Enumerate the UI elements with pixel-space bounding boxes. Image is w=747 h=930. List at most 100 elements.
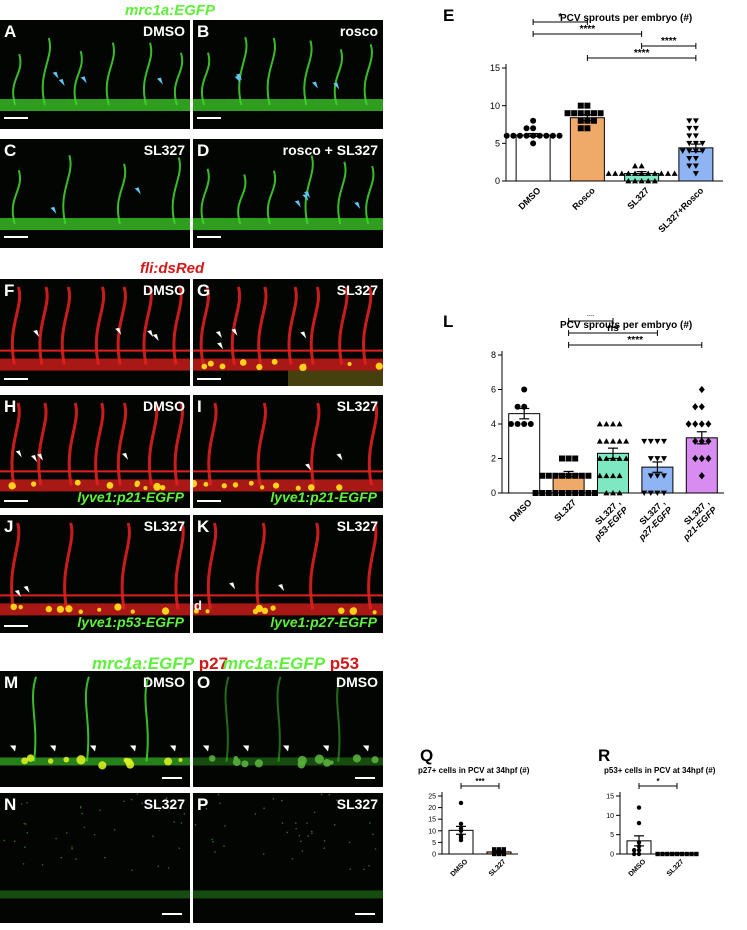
scale-bar bbox=[162, 777, 182, 779]
vessel-band bbox=[193, 757, 383, 766]
data-point bbox=[665, 851, 670, 857]
vessel-drawing bbox=[0, 286, 190, 371]
data-point bbox=[603, 455, 610, 461]
vessel-sprout bbox=[10, 402, 21, 486]
data-point bbox=[698, 454, 705, 463]
data-point bbox=[536, 132, 543, 139]
stained-cell bbox=[314, 754, 324, 764]
vessel-drawing bbox=[193, 676, 383, 769]
arrowhead-marker bbox=[10, 745, 16, 752]
background-speckle bbox=[25, 823, 27, 825]
vessel-sprout bbox=[287, 286, 298, 365]
data-point bbox=[532, 490, 539, 496]
arrowhead-marker bbox=[278, 584, 285, 592]
data-point bbox=[603, 421, 610, 427]
reporter-cell bbox=[349, 607, 357, 615]
reporter-cell bbox=[65, 605, 73, 613]
data-point bbox=[596, 455, 603, 461]
background-speckle bbox=[113, 828, 116, 831]
vessel-sprout bbox=[10, 286, 22, 365]
reporter-cell bbox=[372, 610, 377, 615]
background-speckle bbox=[272, 798, 275, 800]
vessel-sprout bbox=[62, 155, 72, 225]
data-point bbox=[655, 851, 660, 857]
stained-cell bbox=[232, 758, 241, 767]
data-point bbox=[523, 132, 530, 139]
background-speckle bbox=[300, 840, 302, 843]
panel-extra-letter: d bbox=[194, 598, 202, 613]
background-speckle bbox=[205, 807, 208, 810]
arrowhead-marker bbox=[294, 200, 301, 208]
data-point bbox=[654, 438, 661, 445]
data-point bbox=[577, 102, 584, 109]
data-point bbox=[698, 472, 705, 480]
significance-label: **** bbox=[661, 36, 677, 47]
arrowhead-marker bbox=[50, 745, 56, 752]
background-speckle bbox=[81, 812, 84, 815]
background-speckle bbox=[328, 793, 331, 796]
reporter-cell bbox=[97, 607, 102, 612]
vessel-sprout bbox=[199, 286, 210, 365]
background-speckle bbox=[313, 811, 316, 814]
chart-title: p27+ cells in PCV at 34hpf (#) bbox=[418, 766, 530, 775]
vessel-sprout bbox=[10, 522, 21, 610]
x-tick-label: SL327 ,p21-EGFP bbox=[673, 497, 719, 543]
significance-label: *** bbox=[475, 777, 485, 786]
vessel-sprout bbox=[172, 286, 183, 365]
stained-cell bbox=[76, 755, 86, 765]
data-point bbox=[661, 438, 667, 445]
vessel-sprout bbox=[367, 522, 378, 610]
significance-label: * bbox=[558, 12, 562, 23]
micrograph-panel-M: M DMSO bbox=[0, 671, 190, 787]
background-speckle bbox=[71, 847, 73, 850]
background-speckle bbox=[223, 845, 225, 847]
vessel-sprout bbox=[238, 36, 248, 106]
vessel-sprout bbox=[338, 286, 349, 365]
background-speckle bbox=[372, 833, 374, 836]
data-point bbox=[521, 386, 528, 393]
data-point bbox=[651, 170, 658, 176]
reporter-cell bbox=[203, 481, 209, 487]
y-tick-label: 25 bbox=[428, 793, 436, 800]
y-tick-label: 15 bbox=[428, 817, 436, 824]
background-speckle bbox=[167, 867, 170, 869]
x-tick-label: DMSO bbox=[450, 858, 470, 878]
y-tick-label: 5 bbox=[432, 840, 436, 847]
data-point bbox=[616, 455, 623, 461]
background-speckle bbox=[374, 848, 377, 850]
data-point bbox=[686, 163, 693, 169]
micrograph-panel-D: D rosco + SL327 bbox=[193, 139, 383, 248]
vessel-sprout bbox=[200, 52, 211, 106]
data-point bbox=[508, 421, 514, 427]
data-point bbox=[572, 455, 579, 462]
reporter-cell bbox=[201, 363, 208, 370]
background-speckle bbox=[158, 809, 161, 812]
arrowhead-marker bbox=[300, 331, 307, 339]
background-speckle bbox=[26, 801, 28, 804]
background-speckle bbox=[348, 841, 351, 844]
panel-letter: B bbox=[197, 22, 210, 41]
micrograph-panel-F: F DMSO bbox=[0, 279, 190, 386]
vessel-sprout bbox=[144, 676, 150, 762]
micrograph-panel-G: G SL327 bbox=[193, 279, 383, 386]
data-point bbox=[699, 140, 706, 147]
background-speckle bbox=[157, 865, 160, 867]
data-point bbox=[603, 472, 610, 479]
reporter-cell bbox=[10, 603, 17, 611]
arrowhead-marker bbox=[170, 745, 176, 752]
data-point bbox=[549, 132, 556, 139]
y-tick-label: 6 bbox=[491, 385, 496, 395]
arrowhead-marker bbox=[311, 81, 318, 89]
data-point bbox=[661, 490, 667, 496]
vessel-sprout bbox=[230, 286, 242, 365]
data-point bbox=[514, 421, 521, 427]
data-point bbox=[647, 473, 654, 479]
data-point bbox=[625, 178, 632, 184]
background-speckle bbox=[71, 846, 73, 848]
data-point bbox=[530, 140, 537, 147]
vessel-sprout bbox=[266, 37, 276, 106]
data-point bbox=[654, 490, 661, 496]
vessel-sprout bbox=[266, 170, 277, 225]
significance-label: **** bbox=[580, 24, 596, 35]
vessel-band bbox=[0, 890, 190, 899]
